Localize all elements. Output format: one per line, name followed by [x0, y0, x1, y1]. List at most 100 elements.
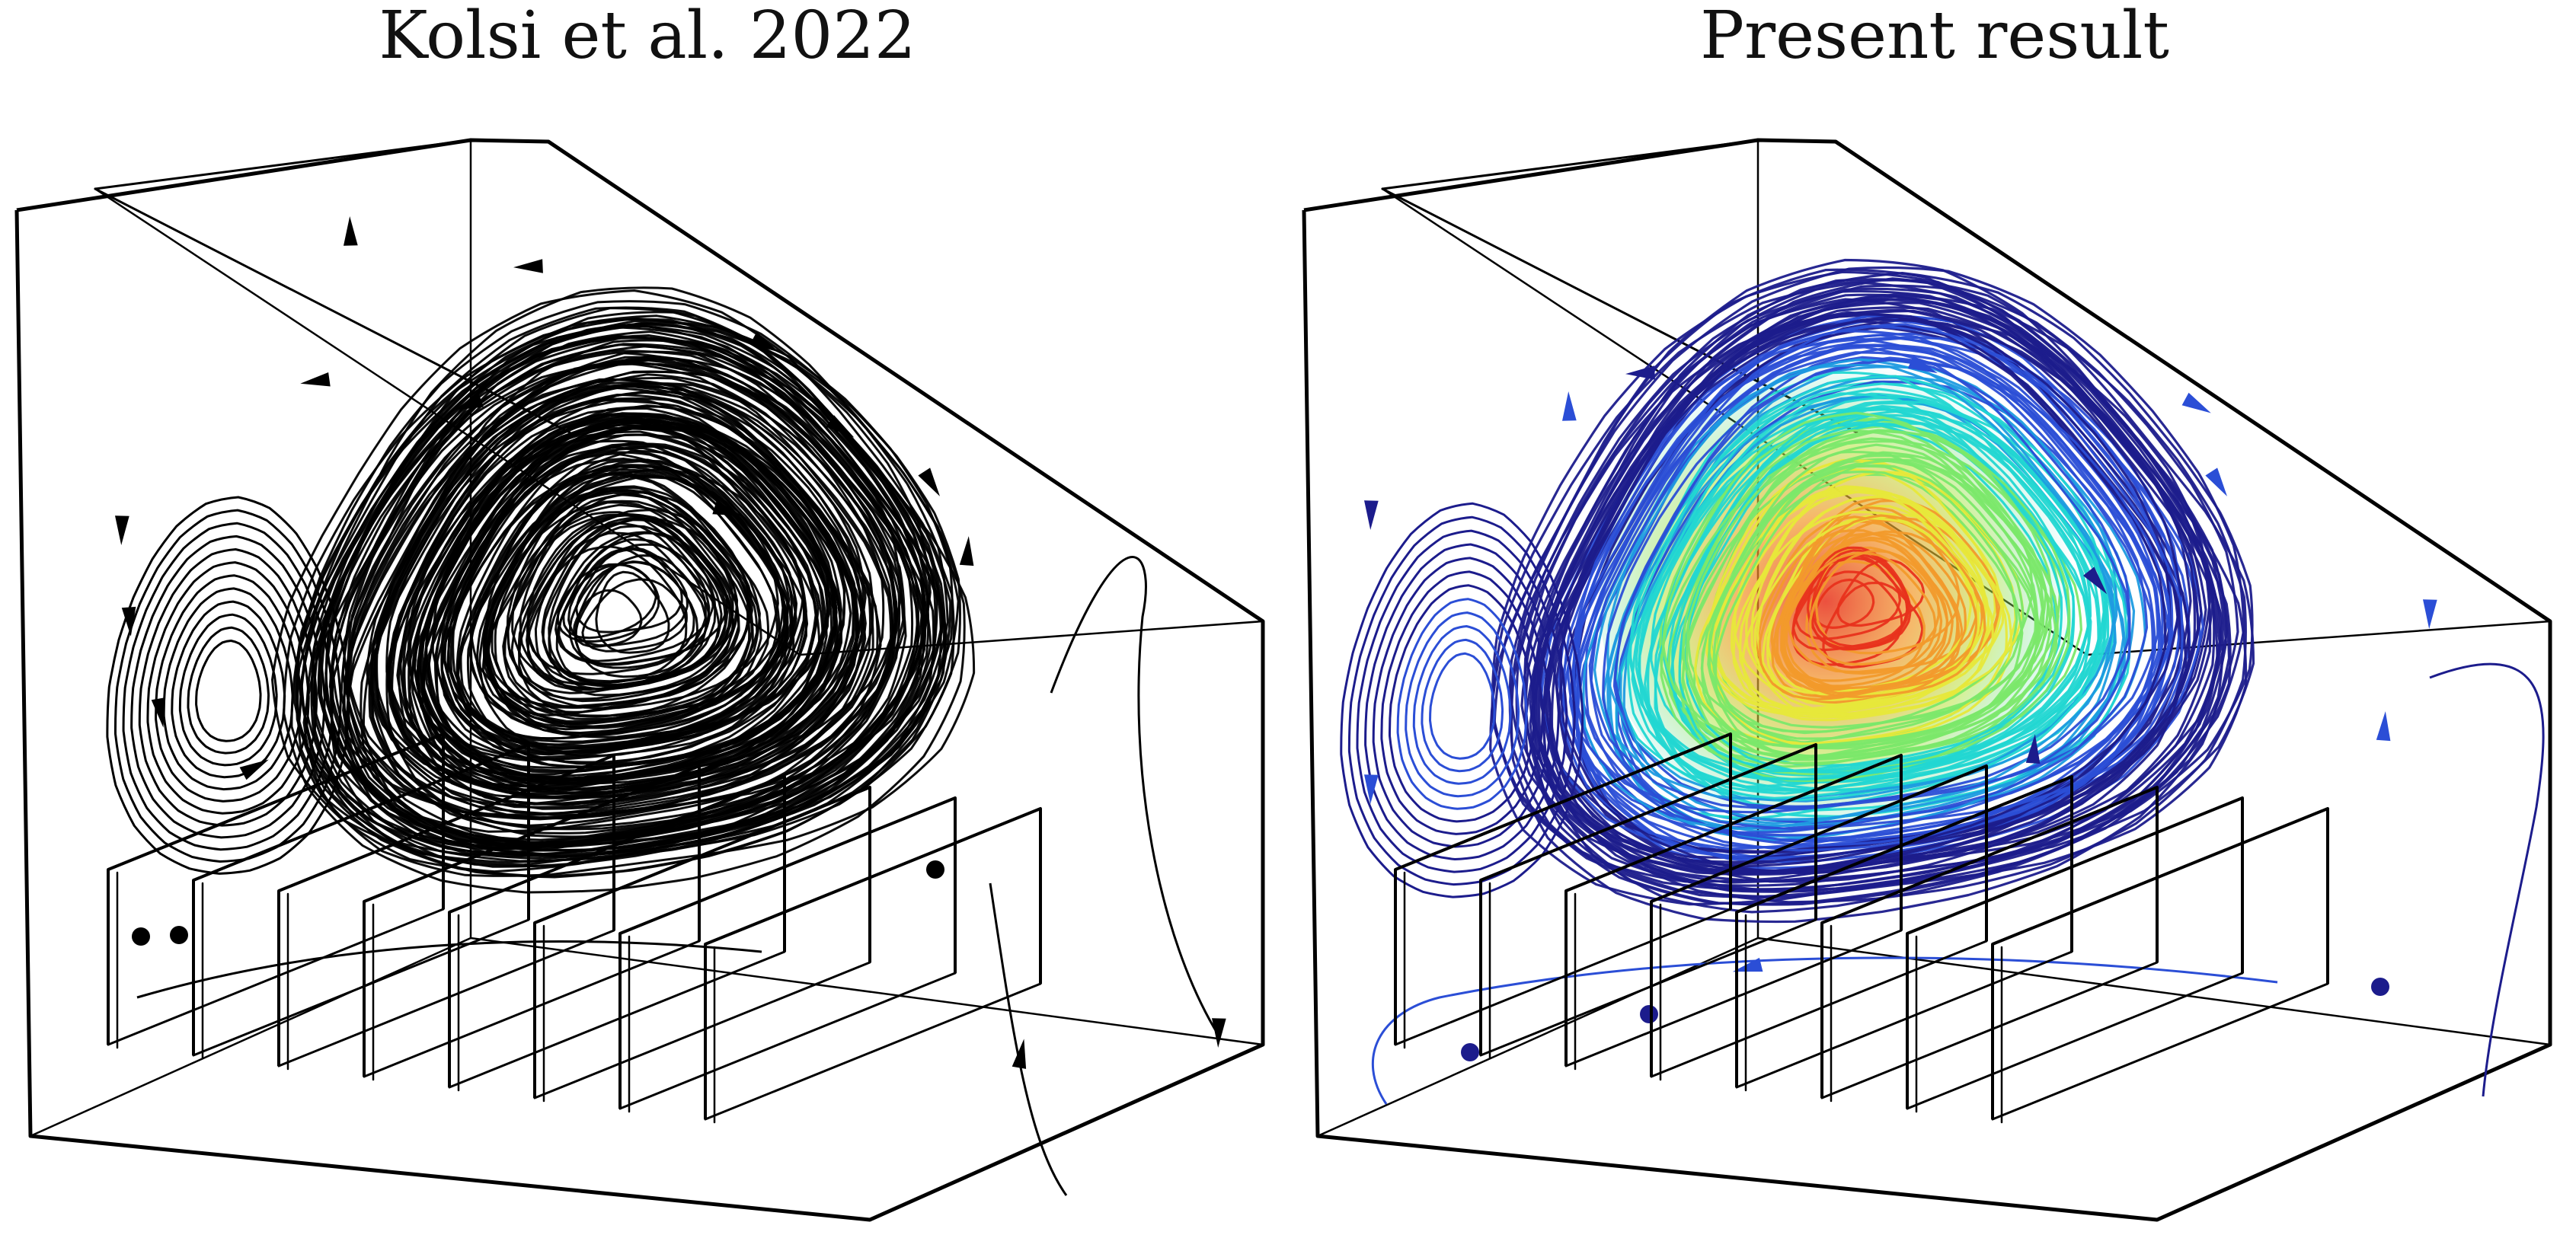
arrowhead-icon	[1212, 1018, 1226, 1048]
arrowhead-icon	[1562, 391, 1577, 421]
arrowhead-icon	[239, 759, 269, 780]
streamline	[1542, 311, 2188, 873]
streamline	[1707, 451, 2059, 750]
fin	[107, 732, 445, 1049]
inclined-edge-front	[94, 187, 571, 434]
cavity-edge	[1381, 139, 1759, 190]
arrowhead-icon	[2376, 711, 2391, 742]
fin-outline	[1906, 796, 2244, 1109]
streamline	[1705, 458, 2003, 716]
inclined-top-wall	[94, 187, 801, 656]
streamline	[1372, 557, 1552, 848]
arrowhead-icon	[2181, 392, 2211, 413]
streamline	[330, 311, 952, 866]
fin-base	[192, 918, 530, 1057]
streamline	[417, 422, 842, 790]
fin	[1906, 796, 2244, 1113]
arrowhead-icon	[1012, 1039, 1027, 1069]
fin-base	[448, 950, 786, 1089]
streamline	[1584, 336, 2181, 837]
streamline	[525, 545, 688, 686]
streamline	[1050, 556, 1220, 1036]
fin-outline	[704, 807, 1042, 1119]
streamline	[1709, 486, 1990, 713]
streamline	[136, 940, 762, 999]
streamline	[1785, 531, 1967, 690]
arrowhead-icon	[151, 697, 166, 728]
fin-base	[363, 940, 701, 1078]
fin-base	[1735, 950, 2073, 1089]
streamline	[1388, 584, 1536, 823]
arrowhead-icon	[1364, 500, 1379, 530]
streamline	[1562, 330, 2149, 834]
streamline	[1685, 413, 2091, 774]
fin	[1650, 764, 1988, 1081]
panel-title-left: Kolsi et al. 2022	[379, 0, 916, 74]
fin-outline	[1394, 732, 1732, 1045]
streamline	[1714, 458, 2060, 758]
panel-title-right: Present result	[1700, 0, 2169, 74]
streamline	[1380, 570, 1544, 835]
arrowhead-icon	[959, 536, 974, 566]
streamline	[320, 334, 914, 841]
arrowhead-icon	[712, 500, 743, 516]
arrowhead-icon	[121, 606, 136, 637]
arrowhead-icon	[2082, 566, 2108, 595]
fin-outline	[107, 732, 445, 1045]
streamline	[534, 514, 731, 697]
hidden	[108, 1104, 1249, 1226]
arrowhead-icon	[2205, 468, 2227, 496]
streamline	[1588, 323, 2184, 831]
streamline	[1542, 302, 2223, 914]
streamline	[1396, 598, 1528, 810]
streamline	[554, 531, 728, 665]
streamline	[1795, 554, 1902, 640]
fin-outline	[618, 796, 957, 1109]
arrowhead-icon	[300, 372, 331, 387]
fin	[704, 807, 1042, 1124]
streamline	[312, 337, 947, 879]
streamline	[1405, 611, 1520, 798]
fin-base	[1564, 929, 1903, 1067]
streamline	[371, 370, 919, 835]
streamline	[401, 426, 825, 783]
arrowhead-icon	[513, 259, 543, 273]
streamline	[494, 489, 753, 728]
streamline	[548, 525, 723, 688]
streamline	[1660, 437, 2071, 776]
streamline	[296, 286, 960, 873]
seed-point-icon	[2371, 978, 2389, 996]
arrowhead-icon	[344, 216, 358, 246]
streamline	[155, 574, 302, 803]
panel-left-figure	[14, 138, 1265, 1226]
arrowhead-icon	[2423, 599, 2437, 629]
streamline	[195, 639, 262, 742]
fin-outline	[1479, 743, 1817, 1055]
fin-base	[1479, 918, 1817, 1057]
back-bottom-edge-right	[469, 937, 1264, 1046]
streamline	[113, 509, 342, 863]
streamline	[1529, 295, 2248, 899]
fin-base	[1820, 961, 2159, 1099]
arrowhead-icon	[1907, 355, 1938, 374]
seed-point-icon	[1461, 1043, 1479, 1061]
streamline	[178, 613, 278, 767]
streamline	[187, 626, 270, 755]
streamline	[487, 464, 787, 738]
streamline	[138, 547, 318, 827]
streamline	[484, 485, 752, 723]
fin	[618, 796, 957, 1113]
back-bottom-edge-right	[1756, 937, 2552, 1046]
fin-outline	[1991, 807, 2329, 1119]
streamline	[324, 333, 903, 844]
streamline	[1356, 529, 1568, 873]
streamline	[1545, 308, 2182, 868]
streamline	[2429, 662, 2545, 1097]
streamline	[567, 547, 689, 647]
fin-base	[533, 961, 871, 1099]
streamline	[1582, 363, 2115, 831]
fin-outline	[1650, 764, 1988, 1077]
streamline	[385, 400, 846, 778]
cavity-outline	[1302, 138, 2552, 1222]
streamline	[1372, 956, 2278, 1105]
